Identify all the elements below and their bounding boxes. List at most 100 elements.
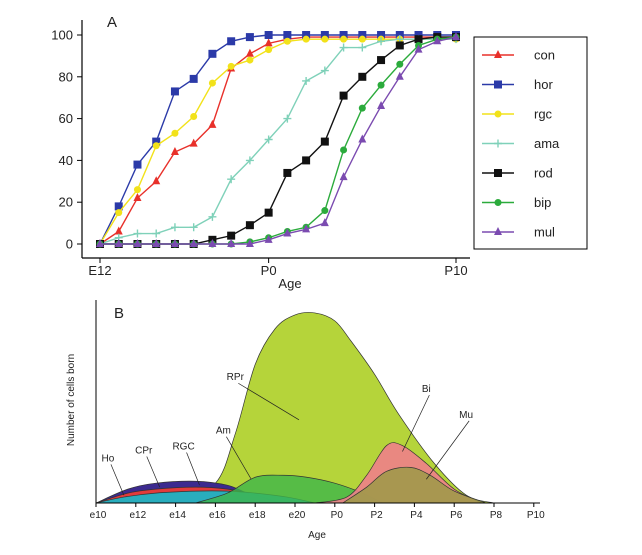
rod-point xyxy=(377,56,386,65)
series-con xyxy=(96,32,460,247)
legend-item-bip: bip xyxy=(482,195,551,210)
panel-b-x-tick-label: P4 xyxy=(410,510,423,521)
rgc-point xyxy=(171,129,179,137)
hor-point xyxy=(358,31,367,39)
bip-point xyxy=(358,104,366,112)
annotation-leader-line xyxy=(226,436,252,480)
rgc-point xyxy=(246,56,254,64)
mul-point xyxy=(358,134,367,143)
annotation-leader-line xyxy=(426,420,470,480)
rod-point xyxy=(320,137,329,146)
rgc-point xyxy=(152,142,160,150)
panel-b-x-tick-label: P2 xyxy=(370,510,383,521)
mul-line xyxy=(100,36,457,245)
hor-point xyxy=(320,31,329,39)
hor-point xyxy=(170,87,179,96)
hor-point xyxy=(208,49,217,58)
legend-label: hor xyxy=(534,77,553,92)
panel-b-x-tick-label: P8 xyxy=(490,510,503,521)
hor-point xyxy=(264,31,273,39)
series-mul xyxy=(96,32,460,247)
panel-b-x-tick-label: e10 xyxy=(90,510,107,521)
ama-point xyxy=(170,223,179,232)
con-point xyxy=(264,38,273,47)
con-point xyxy=(189,138,198,147)
mul-point xyxy=(414,44,423,53)
legend-label: mul xyxy=(534,225,555,240)
hor-point xyxy=(133,160,142,169)
panel-a-x-tick-label: P10 xyxy=(444,263,467,278)
panel-a-y-tick-label: 40 xyxy=(59,153,73,168)
panel-a-y-tick-label: 20 xyxy=(59,195,73,210)
mul-point xyxy=(320,218,329,227)
rod-point xyxy=(227,231,236,240)
legend-item-rgc: rgc xyxy=(482,107,553,122)
annotation-bi: Bi xyxy=(422,384,431,395)
hor-point xyxy=(114,202,123,211)
legend-swatch-marker xyxy=(494,139,502,148)
mul-point xyxy=(208,239,217,247)
annotation-mu: Mu xyxy=(459,410,473,421)
series-rod xyxy=(96,33,460,248)
annotation-cpr: CPr xyxy=(135,446,153,457)
panel-b-y-axis-label: Number of cells born xyxy=(66,354,77,446)
area-mu xyxy=(341,466,487,504)
ama-point xyxy=(283,114,292,123)
mul-point xyxy=(189,239,198,247)
rgc-point xyxy=(265,46,273,54)
rod-point xyxy=(245,221,254,230)
rgc-point xyxy=(227,62,235,70)
legend-label: rod xyxy=(534,166,553,181)
ama-point xyxy=(377,37,386,46)
ama-point xyxy=(208,212,217,221)
panel-b-x-axis-label: Age xyxy=(308,530,326,541)
panel-a-x-tick-label: E12 xyxy=(88,263,111,278)
ama-point xyxy=(245,156,254,165)
rod-point xyxy=(264,208,273,217)
annotation-leader-line xyxy=(238,382,300,421)
ama-point xyxy=(302,76,311,85)
mul-point xyxy=(170,239,179,247)
con-point xyxy=(114,226,123,235)
panel-a-y-tick-label: 60 xyxy=(59,111,73,126)
mul-point xyxy=(227,239,236,247)
rgc-point xyxy=(190,113,198,121)
annotation-rpr: RPr xyxy=(227,372,245,383)
legend-item-mul: mul xyxy=(482,225,555,240)
mul-point xyxy=(283,228,292,237)
hor-point xyxy=(227,37,236,46)
series-rgc xyxy=(96,35,460,248)
legend-swatch-marker xyxy=(494,110,502,118)
legend-item-rod: rod xyxy=(482,166,553,181)
ama-point xyxy=(133,229,142,238)
mul-point xyxy=(152,239,161,247)
panel-a-letter: A xyxy=(107,14,117,31)
panel-a-x-axis-label: Age xyxy=(278,276,301,291)
legend-item-con: con xyxy=(482,48,555,63)
legend-item-hor: hor xyxy=(482,77,553,92)
rod-point xyxy=(395,41,404,50)
hor-point xyxy=(152,137,161,146)
hor-point xyxy=(283,31,292,39)
con-point xyxy=(133,193,142,202)
ama-point xyxy=(189,223,198,232)
mul-point xyxy=(245,239,254,247)
series-ama xyxy=(96,35,460,248)
rgc-point xyxy=(208,79,216,87)
mul-point xyxy=(433,36,442,45)
panel-b-area-chart: B e10 e12 e14 e16 e18 e20 P0 P2 P4 P6 P8 P10 Ho CPr R… xyxy=(66,300,545,541)
panel-b-x-tick-label: e20 xyxy=(289,510,306,521)
panel-b-x-tick-label: P0 xyxy=(331,510,344,521)
hor-point xyxy=(245,33,254,42)
rgc-point xyxy=(283,37,291,45)
annotation-rgc: RGC xyxy=(172,442,194,453)
legend-label: ama xyxy=(534,136,560,151)
mul-point xyxy=(339,172,348,181)
annotation-leader-line xyxy=(186,452,200,486)
ama-point xyxy=(264,135,273,144)
mul-point xyxy=(302,224,311,233)
panel-a-y-tick-label: 0 xyxy=(66,237,73,252)
hor-point xyxy=(414,31,423,39)
legend-swatch-marker xyxy=(494,227,502,235)
bip-point xyxy=(340,146,348,154)
